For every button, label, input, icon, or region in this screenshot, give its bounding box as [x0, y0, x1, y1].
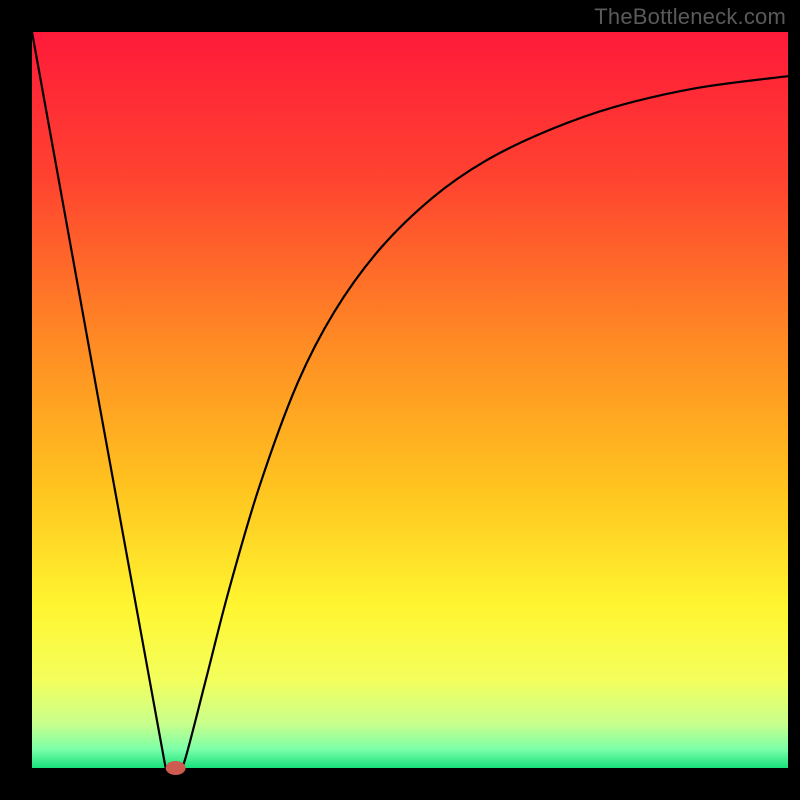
bottleneck-chart	[0, 0, 800, 800]
bottleneck-marker	[166, 761, 186, 775]
watermark-text: TheBottleneck.com	[594, 4, 786, 30]
chart-container: TheBottleneck.com	[0, 0, 800, 800]
